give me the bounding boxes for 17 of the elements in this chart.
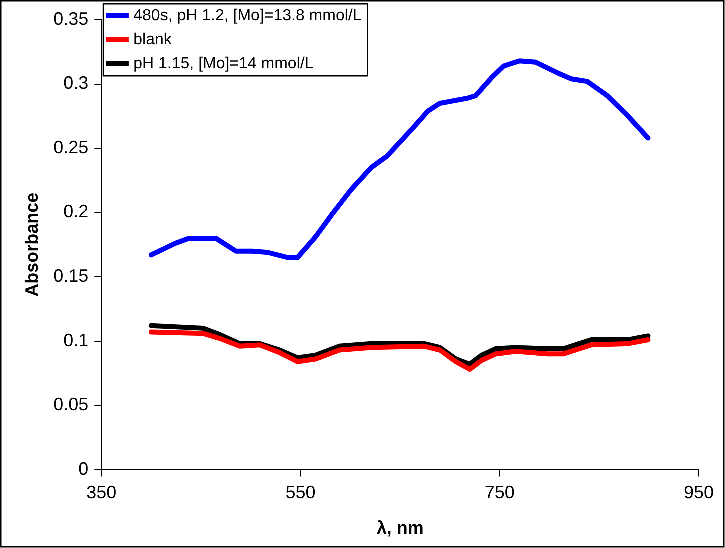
y-tick-label: 0.3 — [64, 73, 89, 94]
y-tick-label: 0.25 — [54, 137, 89, 158]
legend-label: 480s, pH 1.2, [Mo]=13.8 mmol/L — [134, 7, 362, 24]
x-tick-label: 950 — [684, 482, 714, 503]
y-tick-label: 0.35 — [54, 8, 89, 29]
y-tick-label: 0.15 — [54, 266, 89, 286]
x-axis-title: λ, nm — [376, 518, 424, 538]
y-axis-title: Absorbance — [22, 192, 42, 297]
y-tick-label: 0 — [78, 458, 89, 479]
x-tick-label: 550 — [286, 482, 316, 503]
legend-label: blank — [134, 31, 173, 48]
y-tick-label: 0.1 — [64, 330, 89, 350]
y-tick-label: 0.05 — [54, 394, 89, 415]
legend-label: pH 1.15, [Mo]=14 mmol/L — [134, 55, 314, 72]
y-tick-label: 0.2 — [64, 202, 89, 222]
x-tick-label: 750 — [484, 482, 515, 503]
x-tick-label: 350 — [86, 482, 117, 503]
